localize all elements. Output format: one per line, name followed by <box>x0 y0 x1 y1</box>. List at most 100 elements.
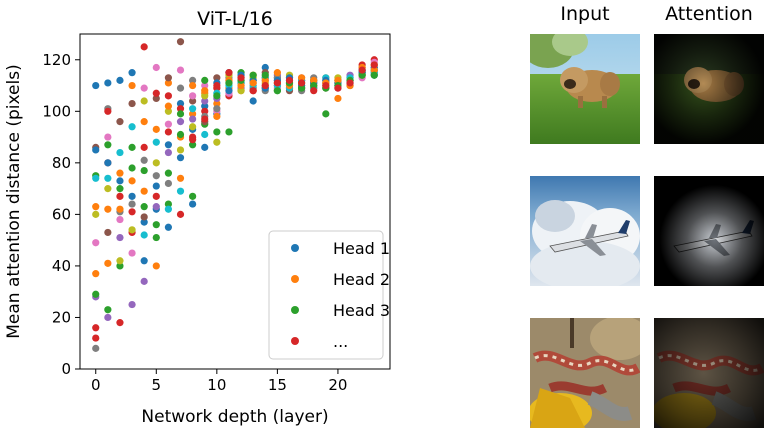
data-point <box>189 115 197 123</box>
data-point <box>189 200 197 208</box>
data-point <box>152 233 160 242</box>
x-axis-label: Network depth (layer) <box>141 407 328 427</box>
chart-title: ViT-L/16 <box>197 8 273 30</box>
data-point <box>116 169 124 177</box>
data-point <box>189 92 197 100</box>
data-point <box>273 69 281 77</box>
data-point <box>261 81 269 90</box>
data-point <box>140 84 148 92</box>
data-point <box>249 87 257 95</box>
data-point <box>298 84 306 92</box>
data-point <box>176 84 185 92</box>
data-point <box>201 143 209 151</box>
data-point <box>140 213 148 221</box>
data-point <box>237 87 245 95</box>
data-point <box>189 76 197 84</box>
data-point <box>322 110 330 118</box>
data-point <box>92 344 100 352</box>
data-point <box>261 63 269 72</box>
data-point <box>128 99 136 108</box>
data-point <box>128 226 136 234</box>
data-point <box>249 79 257 87</box>
data-point <box>201 97 209 105</box>
data-point <box>273 87 281 95</box>
y-tick-label: 20 <box>52 308 71 326</box>
data-point <box>128 69 136 77</box>
data-point <box>201 115 209 123</box>
data-point <box>201 76 209 84</box>
data-point <box>152 159 160 167</box>
data-point <box>358 66 366 74</box>
data-point <box>128 164 136 172</box>
x-tick-label: 5 <box>152 376 162 394</box>
attention-column-header: Attention <box>665 3 753 25</box>
data-point <box>140 203 148 211</box>
x-tick-label: 15 <box>268 376 287 394</box>
data-point <box>128 200 136 208</box>
data-point <box>298 74 306 82</box>
data-point <box>334 76 342 84</box>
data-point <box>164 141 172 149</box>
data-point <box>164 148 172 157</box>
legend-label: ... <box>333 332 348 351</box>
data-point <box>140 277 148 285</box>
data-point <box>140 166 148 175</box>
data-point <box>213 128 221 136</box>
y-tick-label: 120 <box>42 51 71 69</box>
data-point <box>249 71 257 79</box>
data-point <box>201 130 209 139</box>
data-point <box>128 300 136 309</box>
dog-input-image <box>530 34 640 144</box>
data-point <box>128 249 136 257</box>
data-point <box>213 74 221 82</box>
data-point <box>92 146 100 154</box>
data-point <box>104 141 112 149</box>
data-point <box>92 334 100 342</box>
data-point <box>140 143 148 151</box>
data-point <box>334 94 342 103</box>
data-point <box>104 107 112 115</box>
data-point <box>310 87 318 95</box>
data-point <box>152 172 160 180</box>
data-point <box>176 187 185 195</box>
data-point <box>249 97 257 105</box>
data-point <box>116 76 124 84</box>
legend-marker <box>291 244 299 252</box>
snake-attention-image <box>654 318 764 428</box>
data-point <box>189 110 197 118</box>
x-tick-label: 10 <box>207 376 226 394</box>
data-point <box>104 79 112 87</box>
data-point <box>92 174 100 182</box>
data-point <box>92 81 100 90</box>
airplane-input-image <box>530 176 640 286</box>
data-point <box>164 102 172 110</box>
data-point <box>346 79 354 87</box>
data-point <box>104 185 112 193</box>
y-tick-label: 80 <box>52 154 71 172</box>
data-point <box>164 79 172 87</box>
data-point <box>189 136 197 144</box>
data-point <box>164 120 172 128</box>
data-point <box>116 257 124 265</box>
data-point <box>261 76 269 84</box>
data-point <box>201 87 209 95</box>
data-point <box>310 81 318 90</box>
data-point <box>225 128 233 136</box>
data-point <box>104 313 112 322</box>
data-point <box>176 118 185 126</box>
data-point <box>116 233 124 242</box>
data-point <box>116 192 124 200</box>
data-point <box>116 262 124 270</box>
data-point <box>152 262 160 270</box>
data-point <box>358 71 366 79</box>
data-point <box>164 169 172 177</box>
data-point <box>176 174 185 182</box>
input-column-header: Input <box>560 3 610 25</box>
data-point <box>140 156 148 164</box>
dog-attention-image <box>654 34 764 144</box>
data-point <box>261 71 269 79</box>
data-point <box>189 97 197 105</box>
data-point <box>176 130 185 139</box>
data-point <box>104 205 112 213</box>
data-point <box>164 179 172 188</box>
